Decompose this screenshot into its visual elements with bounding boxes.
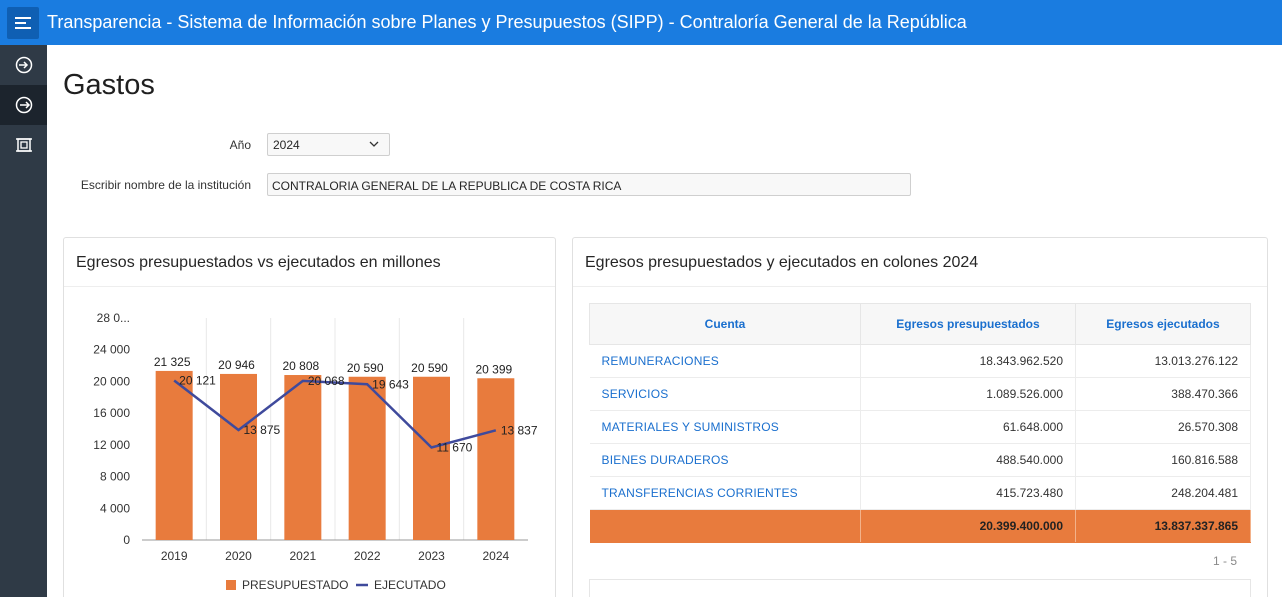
col-presupuestado[interactable]: Egresos presupuestados xyxy=(860,303,1076,345)
chart-title: Egresos presupuestados vs ejecutados en … xyxy=(64,238,555,287)
ejecutado-cell: 13.013.276.122 xyxy=(1075,344,1251,378)
y-tick-label: 0 xyxy=(123,533,130,547)
presupuestado-cell: 415.723.480 xyxy=(860,476,1076,510)
year-value: 2024 xyxy=(273,138,300,152)
bar-data-label: 20 590 xyxy=(411,361,448,375)
table-row: REMUNERACIONES 18.343.962.520 13.013.276… xyxy=(589,344,1251,378)
x-tick-label: 2019 xyxy=(161,549,188,563)
y-tick-label: 20 000 xyxy=(93,374,130,388)
total-presupuestado: 20.399.400.000 xyxy=(860,509,1076,543)
y-tick-label: 16 000 xyxy=(93,406,130,420)
line-data-label: 20 068 xyxy=(308,374,345,388)
bar-data-label: 21 325 xyxy=(154,355,191,369)
sidebar-item-gastos[interactable] xyxy=(0,85,47,125)
bar-data-label: 20 946 xyxy=(218,358,255,372)
pagination-info: 1 - 5 xyxy=(1212,554,1237,568)
institution-input[interactable]: CONTRALORIA GENERAL DE LA REPUBLICA DE C… xyxy=(267,173,911,196)
table-title: Egresos presupuestados y ejecutados en c… xyxy=(573,238,1267,287)
line-data-label: 20 121 xyxy=(179,373,216,387)
ejecutado-line xyxy=(173,379,497,449)
table-row: MATERIALES Y SUMINISTROS 61.648.000 26.5… xyxy=(589,410,1251,444)
total-row: 20.399.400.000 13.837.337.865 xyxy=(589,509,1251,543)
col-ejecutado[interactable]: Egresos ejecutados xyxy=(1075,303,1251,345)
account-link[interactable]: TRANSFERENCIAS CORRIENTES xyxy=(589,476,861,510)
sidebar xyxy=(0,45,47,597)
total-label-cell xyxy=(589,509,861,543)
x-tick-label: 2023 xyxy=(418,549,445,563)
line-data-label: 19 643 xyxy=(372,377,409,391)
presupuestado-cell: 18.343.962.520 xyxy=(860,344,1076,378)
bar xyxy=(155,370,193,540)
expenses-table: Cuenta Egresos presupuestados Egresos ej… xyxy=(589,303,1251,543)
chart-card: Egresos presupuestados vs ejecutados en … xyxy=(63,237,556,597)
bar xyxy=(477,378,515,540)
y-tick-label: 24 000 xyxy=(93,343,130,357)
legend-label-presupuestado: PRESUPUESTADO xyxy=(242,578,348,592)
year-select[interactable]: 2024 xyxy=(267,133,390,156)
table-card: Egresos presupuestados y ejecutados en c… xyxy=(572,237,1268,597)
sign-in-icon xyxy=(15,56,32,74)
presupuestado-cell: 1.089.526.000 xyxy=(860,377,1076,411)
sidebar-item-ingresos[interactable] xyxy=(0,45,47,85)
col-cuenta[interactable]: Cuenta xyxy=(589,303,861,345)
presupuestado-cell: 61.648.000 xyxy=(860,410,1076,444)
institution-label: Escribir nombre de la institución xyxy=(80,178,251,192)
ejecutado-cell: 26.570.308 xyxy=(1075,410,1251,444)
y-tick-label: 12 000 xyxy=(93,438,130,452)
bar-data-label: 20 590 xyxy=(347,361,384,375)
bar-line-chart: 0 4 000 8 000 12 000 16 000 20 000 24 000 28 0.… xyxy=(93,311,538,592)
x-tick-label: 2021 xyxy=(289,549,316,563)
account-link[interactable]: BIENES DURADEROS xyxy=(589,443,861,477)
sign-out-icon xyxy=(15,96,32,114)
y-tick-label: 28 0... xyxy=(97,311,130,325)
x-tick-label: 2022 xyxy=(354,549,381,563)
institution-icon xyxy=(15,138,32,152)
line-data-label: 13 875 xyxy=(244,423,281,437)
top-bar: Transparencia - Sistema de Información s… xyxy=(0,0,1282,45)
legend-swatch-presupuestado xyxy=(226,580,236,590)
bar-data-label: 20 808 xyxy=(282,359,319,373)
main-content: Gastos Año 2024 Escribir nombre de la in… xyxy=(47,45,1282,597)
table-footer xyxy=(589,579,1251,597)
hamburger-icon xyxy=(15,16,31,29)
line-data-label: 11 670 xyxy=(437,440,473,454)
account-link[interactable]: MATERIALES Y SUMINISTROS xyxy=(589,410,861,444)
line-data-label: 13 837 xyxy=(501,423,538,437)
bar xyxy=(284,375,322,540)
chevron-down-icon xyxy=(369,141,379,147)
legend-label-ejecutado: EJECUTADO xyxy=(374,578,446,592)
total-ejecutado: 13.837.337.865 xyxy=(1075,509,1251,543)
ejecutado-cell: 160.816.588 xyxy=(1075,443,1251,477)
x-tick-label: 2024 xyxy=(482,549,509,563)
x-tick-label: 2020 xyxy=(225,549,252,563)
y-tick-label: 8 000 xyxy=(100,470,130,484)
page-title: Gastos xyxy=(63,69,155,101)
ejecutado-cell: 388.470.366 xyxy=(1075,377,1251,411)
account-link[interactable]: REMUNERACIONES xyxy=(589,344,861,378)
bar xyxy=(413,376,450,540)
year-label: Año xyxy=(229,138,251,152)
app-title: Transparencia - Sistema de Información s… xyxy=(47,12,967,32)
account-link[interactable]: SERVICIOS xyxy=(589,377,861,411)
y-tick-label: 4 000 xyxy=(100,501,130,515)
menu-button[interactable] xyxy=(7,6,39,39)
bar-data-label: 20 399 xyxy=(475,362,512,376)
table-row: TRANSFERENCIAS CORRIENTES 415.723.480 24… xyxy=(589,476,1251,510)
bar xyxy=(220,373,257,540)
bar xyxy=(348,376,386,540)
table-row: SERVICIOS 1.089.526.000 388.470.366 xyxy=(589,377,1251,411)
table-row: BIENES DURADEROS 488.540.000 160.816.588 xyxy=(589,443,1251,477)
presupuestado-cell: 488.540.000 xyxy=(860,443,1076,477)
sidebar-item-instituciones[interactable] xyxy=(0,125,47,165)
ejecutado-cell: 248.204.481 xyxy=(1075,476,1251,510)
